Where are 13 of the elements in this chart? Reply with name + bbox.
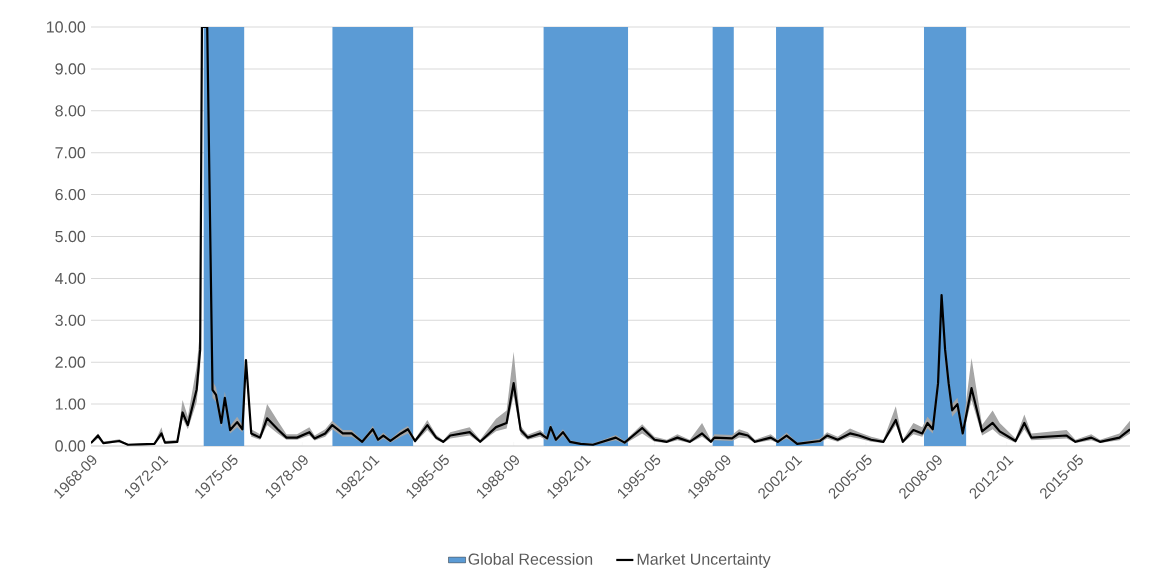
legend-label: Global Recession [468,553,593,565]
y-tick-label: 3.00 [55,314,86,326]
y-tick-label: 6.00 [55,188,86,201]
y-tick-label: 0.00 [55,440,86,452]
y-tick-label: 7.00 [55,147,86,159]
legend-label: Market Uncertainty [637,553,771,568]
y-tick-label: 4.00 [55,272,86,285]
y-tick-label: 10.00 [46,21,86,33]
y-tick-label: 1.00 [55,398,86,410]
y-tick-label: 8.00 [55,105,86,117]
y-tick-label: 2.00 [55,356,86,368]
y-tick-label: 9.00 [55,63,86,75]
y-tick-label: 5.00 [55,230,86,243]
